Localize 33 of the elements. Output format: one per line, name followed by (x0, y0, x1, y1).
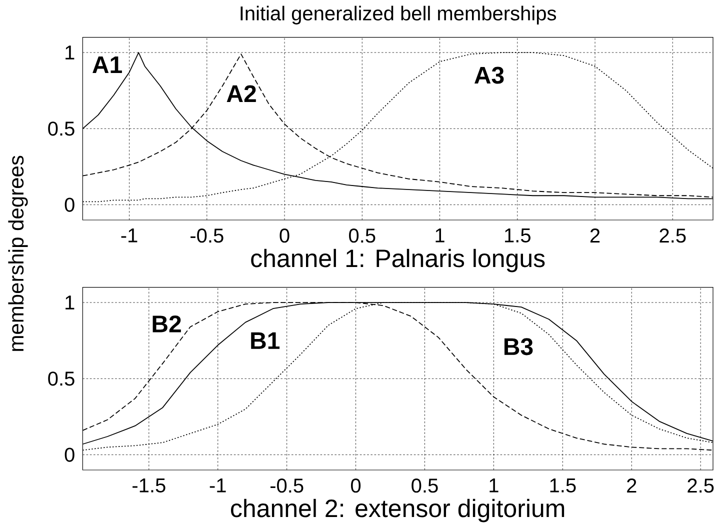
series-label: A1 (92, 56, 122, 73)
y-tick-label: 0 (64, 198, 74, 212)
x-tick-label: 0.5 (349, 228, 376, 243)
y-tick-label: 0 (64, 448, 74, 462)
x-tick-label: 0 (280, 228, 290, 243)
x-tick-label: -1.5 (132, 478, 166, 492)
series-label: B1 (251, 332, 280, 349)
series-label: A2 (226, 85, 256, 102)
x-tick-label: 0.5 (412, 478, 438, 493)
y-tick-label: 0.5 (48, 372, 74, 386)
series-label: B2 (152, 315, 181, 332)
series-label: A3 (474, 66, 504, 84)
x-tick-label: 1 (490, 478, 498, 492)
x-tick-label: -0.5 (190, 228, 224, 243)
x-axis-title: channel 2: extensor digitorium (231, 498, 564, 522)
x-tick-label: -1 (210, 478, 226, 492)
chart-title: Initial generalized bell memberships (240, 6, 556, 24)
x-tick-label: 1.5 (505, 228, 530, 242)
x-tick-label: 2 (590, 228, 600, 242)
x-axis-title: channel 1: Palnaris longus (251, 248, 545, 272)
x-tick-label: 0 (351, 478, 361, 493)
x-tick-label: -1 (121, 228, 138, 242)
x-tick-label: 1 (436, 228, 444, 242)
series-label: B3 (504, 338, 533, 356)
y-tick-label: 1 (66, 46, 74, 60)
y-axis-title: membership degrees (8, 156, 28, 351)
y-tick-label: 0.5 (48, 122, 74, 136)
x-tick-label: 2.5 (688, 478, 714, 493)
x-tick-label: 2.5 (660, 228, 686, 243)
x-tick-label: 2 (627, 478, 636, 492)
x-tick-label: 1.5 (550, 478, 576, 492)
x-tick-label: -0.5 (270, 478, 304, 493)
y-tick-label: 1 (66, 296, 74, 310)
